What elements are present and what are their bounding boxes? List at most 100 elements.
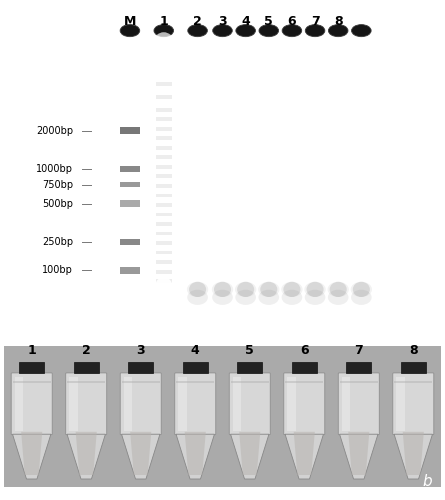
Text: 5: 5 [245, 344, 254, 358]
Polygon shape [176, 434, 214, 479]
Ellipse shape [187, 282, 208, 297]
Bar [120, 182, 140, 187]
FancyBboxPatch shape [284, 373, 325, 434]
Ellipse shape [154, 24, 174, 36]
Bar [15, 376, 23, 431]
Ellipse shape [235, 282, 256, 297]
Ellipse shape [120, 24, 140, 36]
Bar [346, 362, 371, 374]
Bar [156, 212, 172, 216]
Bar [156, 279, 172, 283]
FancyBboxPatch shape [120, 373, 161, 434]
Polygon shape [121, 434, 160, 479]
Bar [156, 194, 172, 198]
Text: 6: 6 [300, 344, 308, 358]
Text: 4: 4 [241, 14, 250, 28]
Bar [74, 362, 99, 374]
FancyBboxPatch shape [338, 373, 379, 434]
Ellipse shape [282, 24, 302, 36]
Bar [128, 362, 153, 374]
Text: 250bp: 250bp [42, 237, 73, 247]
Polygon shape [348, 432, 369, 475]
Ellipse shape [154, 276, 174, 306]
Ellipse shape [351, 282, 372, 297]
Text: 7: 7 [354, 344, 363, 358]
Ellipse shape [351, 290, 372, 305]
FancyBboxPatch shape [393, 373, 434, 434]
Text: 5: 5 [264, 14, 273, 28]
Bar [120, 166, 140, 172]
Text: 100bp: 100bp [42, 266, 73, 276]
Bar [287, 376, 296, 431]
Bar [159, 29, 169, 310]
Bar [183, 362, 208, 374]
Text: 6: 6 [287, 14, 296, 28]
Bar [178, 376, 187, 431]
Bar [156, 241, 172, 245]
Polygon shape [130, 432, 151, 475]
Bar [156, 260, 172, 264]
Text: 3: 3 [218, 14, 227, 28]
Ellipse shape [305, 290, 325, 305]
Ellipse shape [328, 290, 348, 305]
Ellipse shape [258, 282, 279, 297]
Text: 1: 1 [159, 14, 168, 28]
Ellipse shape [260, 282, 277, 297]
Text: 2: 2 [193, 14, 202, 28]
Bar [156, 203, 172, 207]
Text: 3: 3 [137, 344, 145, 358]
Bar [292, 362, 317, 374]
Text: M: M [124, 14, 136, 28]
Bar [156, 174, 172, 178]
Ellipse shape [282, 290, 302, 305]
Ellipse shape [213, 24, 232, 36]
Bar [12, 381, 51, 382]
Bar [156, 136, 172, 140]
Ellipse shape [154, 32, 174, 52]
Bar [156, 232, 172, 235]
Text: 500bp: 500bp [42, 198, 73, 208]
Ellipse shape [235, 290, 256, 305]
Bar [176, 381, 214, 382]
Polygon shape [67, 434, 105, 479]
Ellipse shape [328, 282, 349, 297]
Polygon shape [21, 432, 42, 475]
Bar [69, 376, 78, 431]
Ellipse shape [283, 282, 300, 297]
Ellipse shape [214, 282, 231, 297]
Bar [156, 250, 172, 254]
Polygon shape [285, 434, 324, 479]
Ellipse shape [305, 24, 325, 36]
Text: b: b [422, 474, 432, 488]
Bar [156, 108, 172, 112]
Polygon shape [12, 434, 51, 479]
Ellipse shape [353, 282, 370, 297]
Ellipse shape [189, 282, 206, 297]
Ellipse shape [304, 282, 326, 297]
Bar [120, 127, 140, 134]
Bar [124, 376, 132, 431]
Bar [401, 362, 426, 374]
Bar [156, 146, 172, 150]
Ellipse shape [212, 290, 233, 305]
Polygon shape [340, 434, 378, 479]
Ellipse shape [259, 24, 279, 36]
Text: 7: 7 [311, 14, 320, 28]
Polygon shape [76, 432, 97, 475]
Ellipse shape [237, 282, 254, 297]
Text: 2: 2 [82, 344, 91, 358]
Polygon shape [403, 432, 424, 475]
Text: 2000bp: 2000bp [36, 126, 73, 136]
Polygon shape [294, 432, 315, 475]
Bar [285, 381, 324, 382]
Ellipse shape [259, 290, 279, 305]
Bar [120, 267, 140, 274]
Bar [121, 381, 160, 382]
Bar [156, 270, 172, 274]
Bar [156, 95, 172, 99]
Text: 1: 1 [27, 344, 36, 358]
Polygon shape [231, 434, 269, 479]
Ellipse shape [212, 282, 233, 297]
Text: 1000bp: 1000bp [36, 164, 73, 174]
Bar [156, 222, 172, 226]
